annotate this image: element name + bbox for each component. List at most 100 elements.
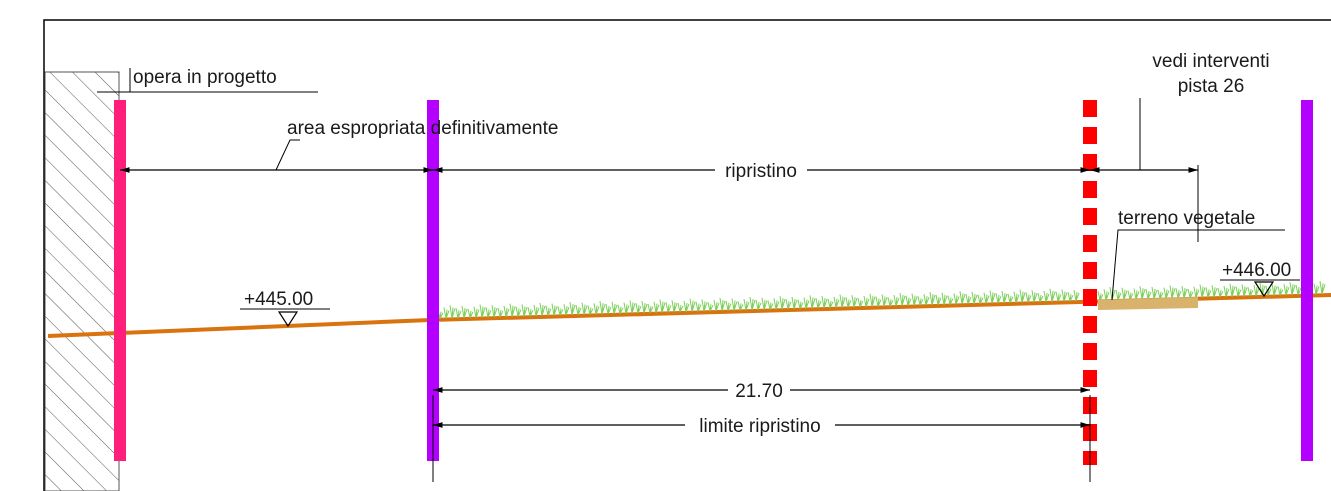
grass-tuft	[1223, 285, 1230, 298]
grass-tuft	[923, 294, 930, 306]
grass-tuft	[935, 294, 942, 306]
grass-tuft	[461, 305, 468, 319]
grass-tuft	[893, 294, 900, 307]
grass-tuft	[503, 305, 510, 318]
grass-tuft	[827, 298, 834, 309]
grass-tuft	[605, 303, 612, 315]
grass-tuft	[929, 291, 936, 306]
grass-tuft	[599, 301, 606, 315]
grass-tuft	[1025, 292, 1032, 303]
grass-tuft	[1121, 287, 1128, 300]
label-limite-ripristino: limite ripristino	[699, 416, 820, 437]
leader-area	[275, 139, 300, 171]
grass-tuft	[647, 303, 654, 314]
grass-tuft	[1271, 283, 1278, 296]
existing-wall-hatch	[44, 71, 120, 491]
grass-tuft	[953, 293, 960, 305]
label-vedi-interventi: vedi interventi	[1152, 51, 1269, 72]
grass-tuft	[725, 300, 732, 311]
grass-tuft	[989, 290, 996, 304]
grass-tuft	[1289, 282, 1296, 296]
grass-tuft	[833, 296, 840, 308]
grass-tuft	[803, 297, 810, 309]
grass-tuft	[1175, 288, 1182, 299]
grass-tuft	[443, 307, 450, 319]
grass-tuft	[509, 303, 516, 317]
grass-texture	[437, 281, 1326, 319]
grass-tuft	[1103, 289, 1110, 301]
grass-tuft	[767, 300, 774, 310]
elevation-marker-left	[240, 308, 330, 328]
grass-tuft	[851, 295, 858, 308]
label-pista-26: pista 26	[1178, 76, 1245, 97]
grass-tuft	[1229, 283, 1236, 297]
grass-tuft	[1157, 289, 1164, 299]
grass-tuft	[1067, 292, 1074, 302]
grass-tuft	[731, 298, 738, 311]
grass-tuft	[1313, 283, 1320, 295]
topsoil-patch	[1098, 297, 1198, 310]
grass-tuft	[491, 305, 498, 318]
grass-tuft	[701, 299, 708, 312]
grass-tuft	[965, 293, 972, 305]
grass-tuft	[623, 302, 630, 314]
grass-tuft	[1127, 290, 1134, 300]
grass-tuft	[1211, 285, 1218, 298]
grass-tuft	[719, 297, 726, 312]
grass-tuft	[1097, 291, 1104, 301]
triangle-down-icon	[1253, 281, 1275, 298]
label-elevation-right: +446.00	[1222, 260, 1291, 281]
grass-tuft	[683, 300, 690, 313]
grass-tuft	[1193, 286, 1200, 298]
grass-tuft	[1145, 288, 1152, 300]
grass-tuft	[1187, 288, 1194, 299]
grass-tuft	[563, 304, 570, 316]
grass-tuft	[575, 304, 582, 316]
grass-tuft	[809, 295, 816, 309]
grass-tuft	[455, 308, 462, 319]
grass-tuft	[737, 301, 744, 311]
label-terreno-vegetale: terreno vegetale	[1118, 208, 1255, 229]
grass-tuft	[1163, 287, 1170, 299]
grass-tuft	[821, 295, 828, 309]
grass-tuft	[941, 292, 948, 305]
grass-tuft	[533, 304, 540, 317]
grass-tuft	[611, 301, 618, 315]
grass-tuft	[971, 291, 978, 305]
grass-tuft	[1283, 284, 1290, 296]
grass-tuft	[977, 294, 984, 304]
grass-tuft	[947, 295, 954, 305]
grass-tuft	[521, 304, 528, 317]
grass-tuft	[917, 296, 924, 306]
grass-tuft	[839, 294, 846, 308]
triangle-down-icon	[277, 311, 299, 328]
grass-tuft	[749, 296, 756, 311]
grass-tuft	[773, 298, 780, 310]
grass-tuft	[743, 299, 750, 311]
grass-tuft	[479, 304, 486, 318]
grass-tuft	[995, 293, 1002, 304]
grass-tuft	[449, 305, 456, 319]
grass-tuft	[1037, 292, 1044, 303]
grass-tuft	[761, 297, 768, 310]
grass-tuft	[689, 298, 696, 312]
leader-terreno	[1111, 229, 1285, 301]
grass-tuft	[665, 302, 672, 313]
grass-tuft	[581, 302, 588, 315]
grass-tuft	[899, 292, 906, 307]
grass-tuft	[1061, 289, 1068, 302]
grass-tuft	[1205, 287, 1212, 298]
grass-tuft	[1019, 289, 1026, 303]
grass-tuft	[875, 296, 882, 307]
grass-tuft	[1013, 291, 1020, 303]
grass-tuft	[1247, 287, 1254, 297]
grass-tuft	[815, 298, 822, 309]
grass-tuft	[1199, 284, 1206, 298]
grass-tuft	[1133, 288, 1140, 300]
grass-tuft	[713, 299, 720, 312]
drawing-frame	[43, 19, 1331, 491]
grass-tuft	[557, 306, 564, 316]
grass-tuft	[905, 295, 912, 306]
grass-tuft	[677, 302, 684, 313]
grass-tuft	[1151, 286, 1158, 300]
